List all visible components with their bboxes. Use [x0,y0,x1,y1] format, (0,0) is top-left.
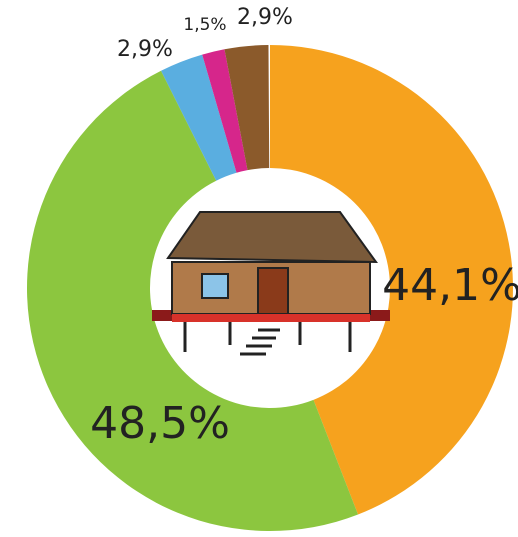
value-label: 44,1% [382,260,518,311]
value-label: 2,9% [117,37,173,62]
floor [172,314,370,322]
window [202,274,228,298]
door [258,268,288,314]
chart: 44,1% 48,5% 2,9% 1,5% 2,9% [0,0,518,537]
roof [168,212,376,262]
value-label: 48,5% [90,398,230,449]
value-label: 1,5% [183,15,226,35]
house-illustration [152,212,390,354]
stilts [185,322,350,354]
value-label: 2,9% [237,5,293,30]
